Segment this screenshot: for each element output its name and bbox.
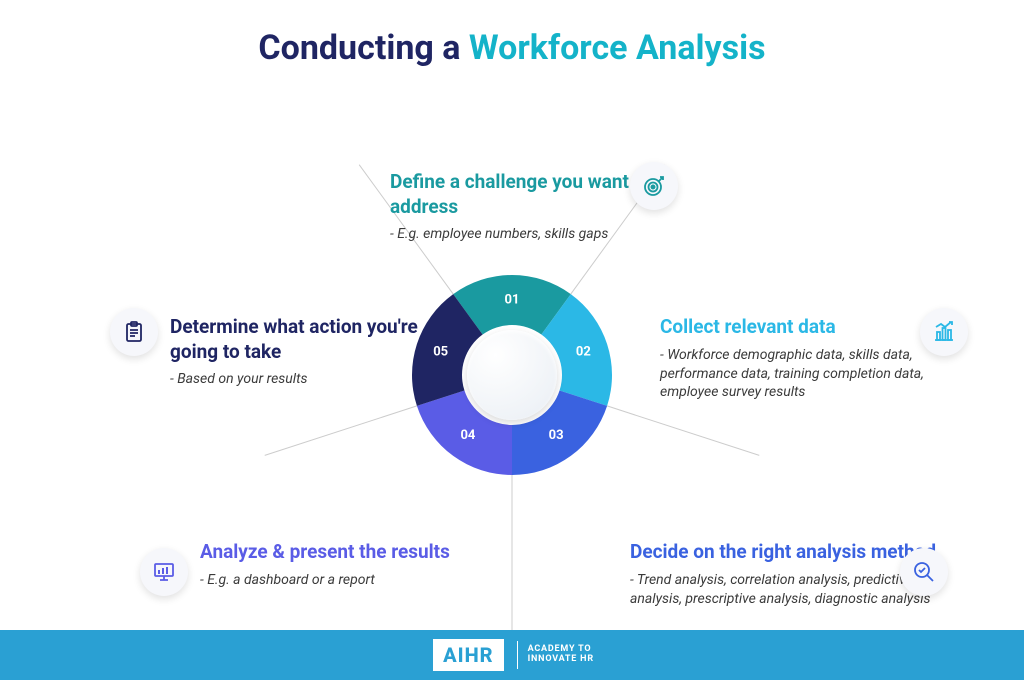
svg-text:02: 02	[576, 344, 591, 359]
footer-bar: AIHR ACADEMY TO INNOVATE HR	[0, 630, 1024, 680]
donut-wheel: 01 02 03 04 05	[412, 275, 612, 475]
step-5: Determine what action you're going to ta…	[170, 315, 430, 389]
step-4-desc: - E.g. a dashboard or a report	[200, 571, 480, 590]
svg-text:01: 01	[505, 292, 520, 307]
diagram-stage: 0102030405 Define a challenge you want t…	[0, 70, 1024, 630]
page-title: Conducting a Workforce Analysis	[0, 0, 1024, 68]
presentation-icon	[140, 548, 188, 596]
brand-logo: AIHR	[430, 636, 507, 674]
clipboard-icon	[110, 308, 158, 356]
title-part-2: Workforce Analysis	[469, 28, 766, 68]
donut-center	[467, 330, 557, 420]
target-icon	[630, 162, 678, 210]
step-4-title: Analyze & present the results	[200, 540, 480, 565]
magnifier-icon	[900, 548, 948, 596]
step-2: Collect relevant data - Workforce demogr…	[660, 315, 960, 402]
step-2-desc: - Workforce demographic data, skills dat…	[660, 346, 960, 403]
footer-divider	[517, 641, 518, 669]
step-5-title: Determine what action you're going to ta…	[170, 315, 430, 364]
brand-tagline: ACADEMY TO INNOVATE HR	[528, 645, 594, 665]
step-4: Analyze & present the results - E.g. a d…	[200, 540, 480, 590]
svg-text:05: 05	[433, 344, 448, 359]
chart-up-icon	[920, 308, 968, 356]
step-5-desc: - Based on your results	[170, 370, 430, 389]
svg-text:04: 04	[460, 428, 475, 443]
title-part-1: Conducting a	[258, 28, 468, 68]
step-1-desc: - E.g. employee numbers, skills gaps	[390, 225, 690, 244]
step-2-title: Collect relevant data	[660, 315, 960, 340]
svg-text:03: 03	[549, 428, 564, 443]
